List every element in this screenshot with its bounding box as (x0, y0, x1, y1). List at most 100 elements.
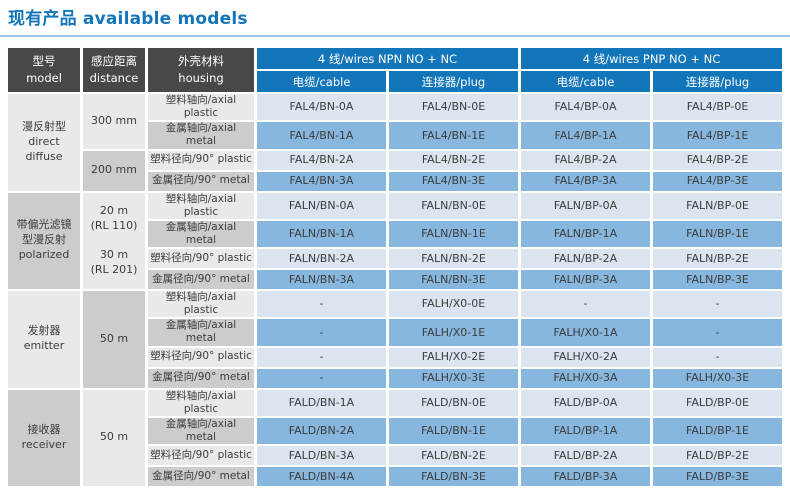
subheader-pnp-cable: 电缆/cable (521, 71, 650, 92)
product-code-cell: FALD/BP-2E (653, 446, 783, 465)
model-cell: 漫反射型 direct diffuse (8, 94, 80, 191)
housing-cell: 金属轴向/axial metal (148, 220, 254, 247)
product-code-cell: - (653, 319, 783, 346)
product-code-cell: FAL4/BP-0A (521, 94, 650, 121)
product-code-cell: FALD/BP-1E (653, 417, 783, 444)
model-cell: 带偏光滤镜 型漫反射 polarized (8, 192, 80, 289)
product-code-cell: FAL4/BP-1E (653, 122, 783, 149)
page-title: 现有产品 available models (8, 9, 248, 29)
housing-cell: 金属径向/90° metal (148, 368, 254, 388)
product-code-cell: FAL4/BN-2A (257, 150, 386, 170)
product-code-cell: FALN/BP-3E (653, 270, 783, 289)
product-code-cell: FAL4/BN-1A (257, 122, 386, 149)
housing-cell: 金属轴向/axial metal (148, 319, 254, 346)
table-row: 塑料径向/90° plastic FALN/BN-2A FALN/BN-2E FALN… (8, 249, 783, 268)
product-code-cell: - (257, 319, 386, 346)
product-code-cell: FALN/BN-0E (389, 192, 518, 219)
housing-cell: 塑料径向/90° plastic (148, 347, 254, 367)
product-code-cell: FALD/BN-3A (257, 446, 386, 465)
column-header-housing: 外壳材料 housing (148, 48, 254, 92)
product-code-cell: FALD/BN-2E (389, 446, 518, 465)
product-code-cell: FALN/BN-1A (257, 220, 386, 247)
product-code-cell: FALH/X0-3A (521, 368, 650, 388)
distance-cell: 200 mm (83, 150, 145, 191)
distance-cell: 300 mm (83, 94, 145, 149)
product-code-cell: FALD/BP-0A (521, 389, 650, 416)
housing-cell: 塑料轴向/axial plastic (148, 94, 254, 121)
column-header-model-en: model (26, 71, 62, 85)
group-header-pnp: 4 线/wires PNP NO + NC (521, 48, 783, 69)
product-code-cell: FAL4/BP-1A (521, 122, 650, 149)
table-row: 接收器 receiver 50 m 塑料轴向/axial plastic FALD/BN… (8, 389, 783, 486)
column-header-distance-en: distance (89, 71, 139, 85)
product-code-cell: FALD/BP-3E (653, 467, 783, 486)
table-row: 金属径向/90° metal FALN/BN-3A FALN/BN-3E FALN/B… (8, 270, 783, 289)
product-code-cell: FAL4/BP-3E (653, 171, 783, 191)
table-row: 金属轴向/axial metal - FALH/X0-1E FALH/X0-1A - (8, 319, 783, 346)
product-code-cell: FALN/BN-0A (257, 192, 386, 219)
product-code-cell: FALH/X0-0E (389, 291, 518, 318)
product-code-cell: FALD/BP-2A (521, 446, 650, 465)
housing-cell: 塑料轴向/axial plastic (148, 291, 254, 318)
product-code-cell: FALD/BN-4A (257, 467, 386, 486)
table-row: 200 mm 塑料径向/90° plastic FAL4/BN-2A FAL4/BN-… (8, 150, 783, 191)
model-cell: 接收器 receiver (8, 389, 80, 486)
product-code-cell: FALN/BP-1A (521, 220, 650, 247)
table-row: 塑料径向/90° plastic - FALH/X0-2E FALH/X0-2A - (8, 347, 783, 367)
product-code-cell: FALN/BN-3E (389, 270, 518, 289)
product-code-cell: - (257, 291, 386, 318)
title-underline (0, 35, 790, 37)
column-header-housing-zh: 外壳材料 (178, 53, 224, 68)
subheader-pnp-plug: 连接器/plug (653, 71, 783, 92)
product-code-cell: FALH/X0-3E (653, 368, 783, 388)
product-code-cell: FALD/BP-3A (521, 467, 650, 486)
product-code-cell: FAL4/BP-0E (653, 94, 783, 121)
product-code-cell: FALD/BN-1E (389, 417, 518, 444)
product-code-cell: FALN/BP-2E (653, 249, 783, 268)
housing-cell: 塑料轴向/axial plastic (148, 192, 254, 219)
product-code-cell: FALH/X0-1E (389, 319, 518, 346)
housing-cell: 塑料轴向/axial plastic (148, 389, 254, 416)
product-code-cell: FALD/BP-0E (653, 389, 783, 416)
housing-cell: 金属轴向/axial metal (148, 122, 254, 149)
product-code-cell: FALN/BN-3A (257, 270, 386, 289)
housing-cell: 塑料径向/90° plastic (148, 150, 254, 170)
product-code-cell: FALD/BN-3E (389, 467, 518, 486)
table-row: 金属径向/90° metal - FALH/X0-3E FALH/X0-3A FALH/… (8, 368, 783, 388)
product-code-cell: FALN/BN-2E (389, 249, 518, 268)
header-row-sub: 电缆/cable 连接器/plug 电缆/cable 连接器/plug (8, 71, 783, 92)
table-row: 金属轴向/axial metal FAL4/BN-1A FAL4/BN-1E FAL4… (8, 122, 783, 149)
housing-cell: 金属径向/90° metal (148, 171, 254, 191)
header-row-groups: 型号 model 感应距离 distance 外壳材料 housing 4 线/… (8, 48, 783, 92)
product-code-cell: - (257, 347, 386, 367)
column-header-distance: 感应距离 distance (83, 48, 145, 92)
housing-cell: 塑料径向/90° plastic (148, 446, 254, 465)
housing-cell: 金属径向/90° metal (148, 270, 254, 289)
product-code-cell: FALD/BN-2A (257, 417, 386, 444)
product-code-cell: - (521, 291, 650, 318)
product-code-cell: FAL4/BP-2E (653, 150, 783, 170)
product-code-cell: FALN/BN-1E (389, 220, 518, 247)
product-code-cell: FAL4/BN-0A (257, 94, 386, 121)
model-cell: 发射器 emitter (8, 291, 80, 388)
column-header-distance-zh: 感应距离 (91, 53, 137, 68)
housing-cell: 金属径向/90° metal (148, 467, 254, 486)
distance-cell: 50 m (83, 389, 145, 486)
product-code-cell: FAL4/BN-0E (389, 94, 518, 121)
product-code-cell: FALN/BP-3A (521, 270, 650, 289)
product-code-cell: FALN/BP-1E (653, 220, 783, 247)
table-row: 带偏光滤镜 型漫反射 polarized 20 m (RL 110) 30 m (RL 20… (8, 192, 783, 289)
product-code-cell: FALN/BN-2A (257, 249, 386, 268)
product-code-cell: FAL4/BP-2A (521, 150, 650, 170)
product-code-cell: FALN/BP-2A (521, 249, 650, 268)
product-code-cell: FAL4/BN-3E (389, 171, 518, 191)
distance-cell: 50 m (83, 291, 145, 388)
column-header-model-zh: 型号 (32, 53, 56, 68)
product-code-cell: FALD/BN-0E (389, 389, 518, 416)
models-table: 型号 model 感应距离 distance 外壳材料 housing 4 线/… (5, 46, 785, 488)
product-code-cell: FALN/BP-0E (653, 192, 783, 219)
housing-cell: 金属轴向/axial metal (148, 417, 254, 444)
subheader-npn-cable: 电缆/cable (257, 71, 386, 92)
table-row: 金属径向/90° metal FAL4/BN-3A FAL4/BN-3E FAL4/B… (8, 171, 783, 191)
subheader-npn-plug: 连接器/plug (389, 71, 518, 92)
